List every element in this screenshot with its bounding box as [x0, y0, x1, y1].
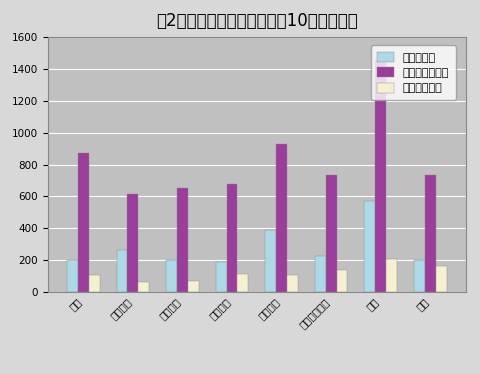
- Bar: [386, 259, 397, 292]
- Bar: [78, 153, 89, 292]
- Bar: [216, 262, 227, 292]
- Bar: [138, 282, 149, 292]
- Bar: [227, 184, 238, 292]
- Legend: 精神　病床, その他の病床数, 一般　診療所: 精神 病床, その他の病床数, 一般 診療所: [371, 46, 456, 100]
- Bar: [177, 188, 188, 292]
- Bar: [436, 266, 446, 292]
- Bar: [425, 175, 436, 292]
- Bar: [315, 256, 326, 292]
- Bar: [128, 194, 138, 292]
- Bar: [276, 144, 287, 292]
- Bar: [375, 59, 386, 292]
- Bar: [238, 274, 248, 292]
- Bar: [414, 260, 425, 292]
- Bar: [364, 201, 375, 292]
- Bar: [117, 251, 128, 292]
- Bar: [67, 260, 78, 292]
- Bar: [326, 175, 336, 292]
- Bar: [336, 270, 348, 292]
- Bar: [89, 275, 100, 292]
- Bar: [265, 230, 276, 292]
- Bar: [166, 260, 177, 292]
- Title: 囲2　二次保健医療圈別人口10万対病床数: 囲2 二次保健医療圈別人口10万対病床数: [156, 12, 358, 30]
- Bar: [287, 275, 298, 292]
- Bar: [188, 280, 199, 292]
